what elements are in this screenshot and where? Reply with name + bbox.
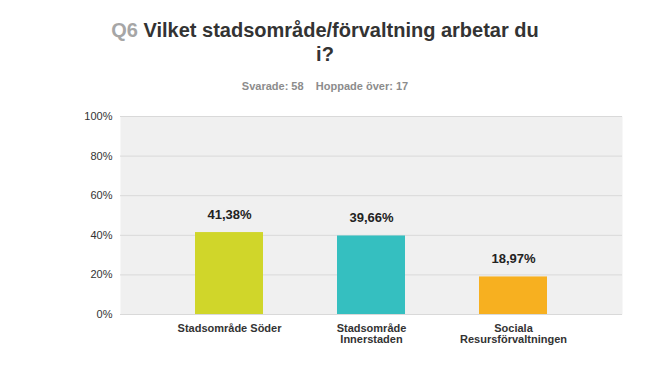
svg-text:0%: 0% <box>97 308 113 320</box>
html-text:Svarade: 58 Hoppade över: 17: Svarade: 58 Hoppade över: 17 <box>241 80 409 92</box>
svg-text:StadsområdeInnerstaden: StadsområdeInnerstaden <box>337 322 407 345</box>
svg-text:Stadsområde Söder: Stadsområde Söder <box>178 322 283 334</box>
svg-text:80%: 80% <box>90 150 112 162</box>
svg-text:41,38%: 41,38% <box>207 207 252 222</box>
svg-text:60%: 60% <box>90 189 112 201</box>
svg-text:SocialaResursförvaltningen: SocialaResursförvaltningen <box>460 322 567 345</box>
svg-text:20%: 20% <box>90 268 112 280</box>
svg-text:39,66%: 39,66% <box>349 210 394 225</box>
svg-text:100%: 100% <box>84 110 112 122</box>
svg-text:40%: 40% <box>90 229 112 241</box>
html-text:Q6 Vilket stadsområde/förvaltn: Q6 Vilket stadsområde/förvaltning arbeta… <box>111 19 539 65</box>
svg-text:18,97%: 18,97% <box>491 251 536 266</box>
